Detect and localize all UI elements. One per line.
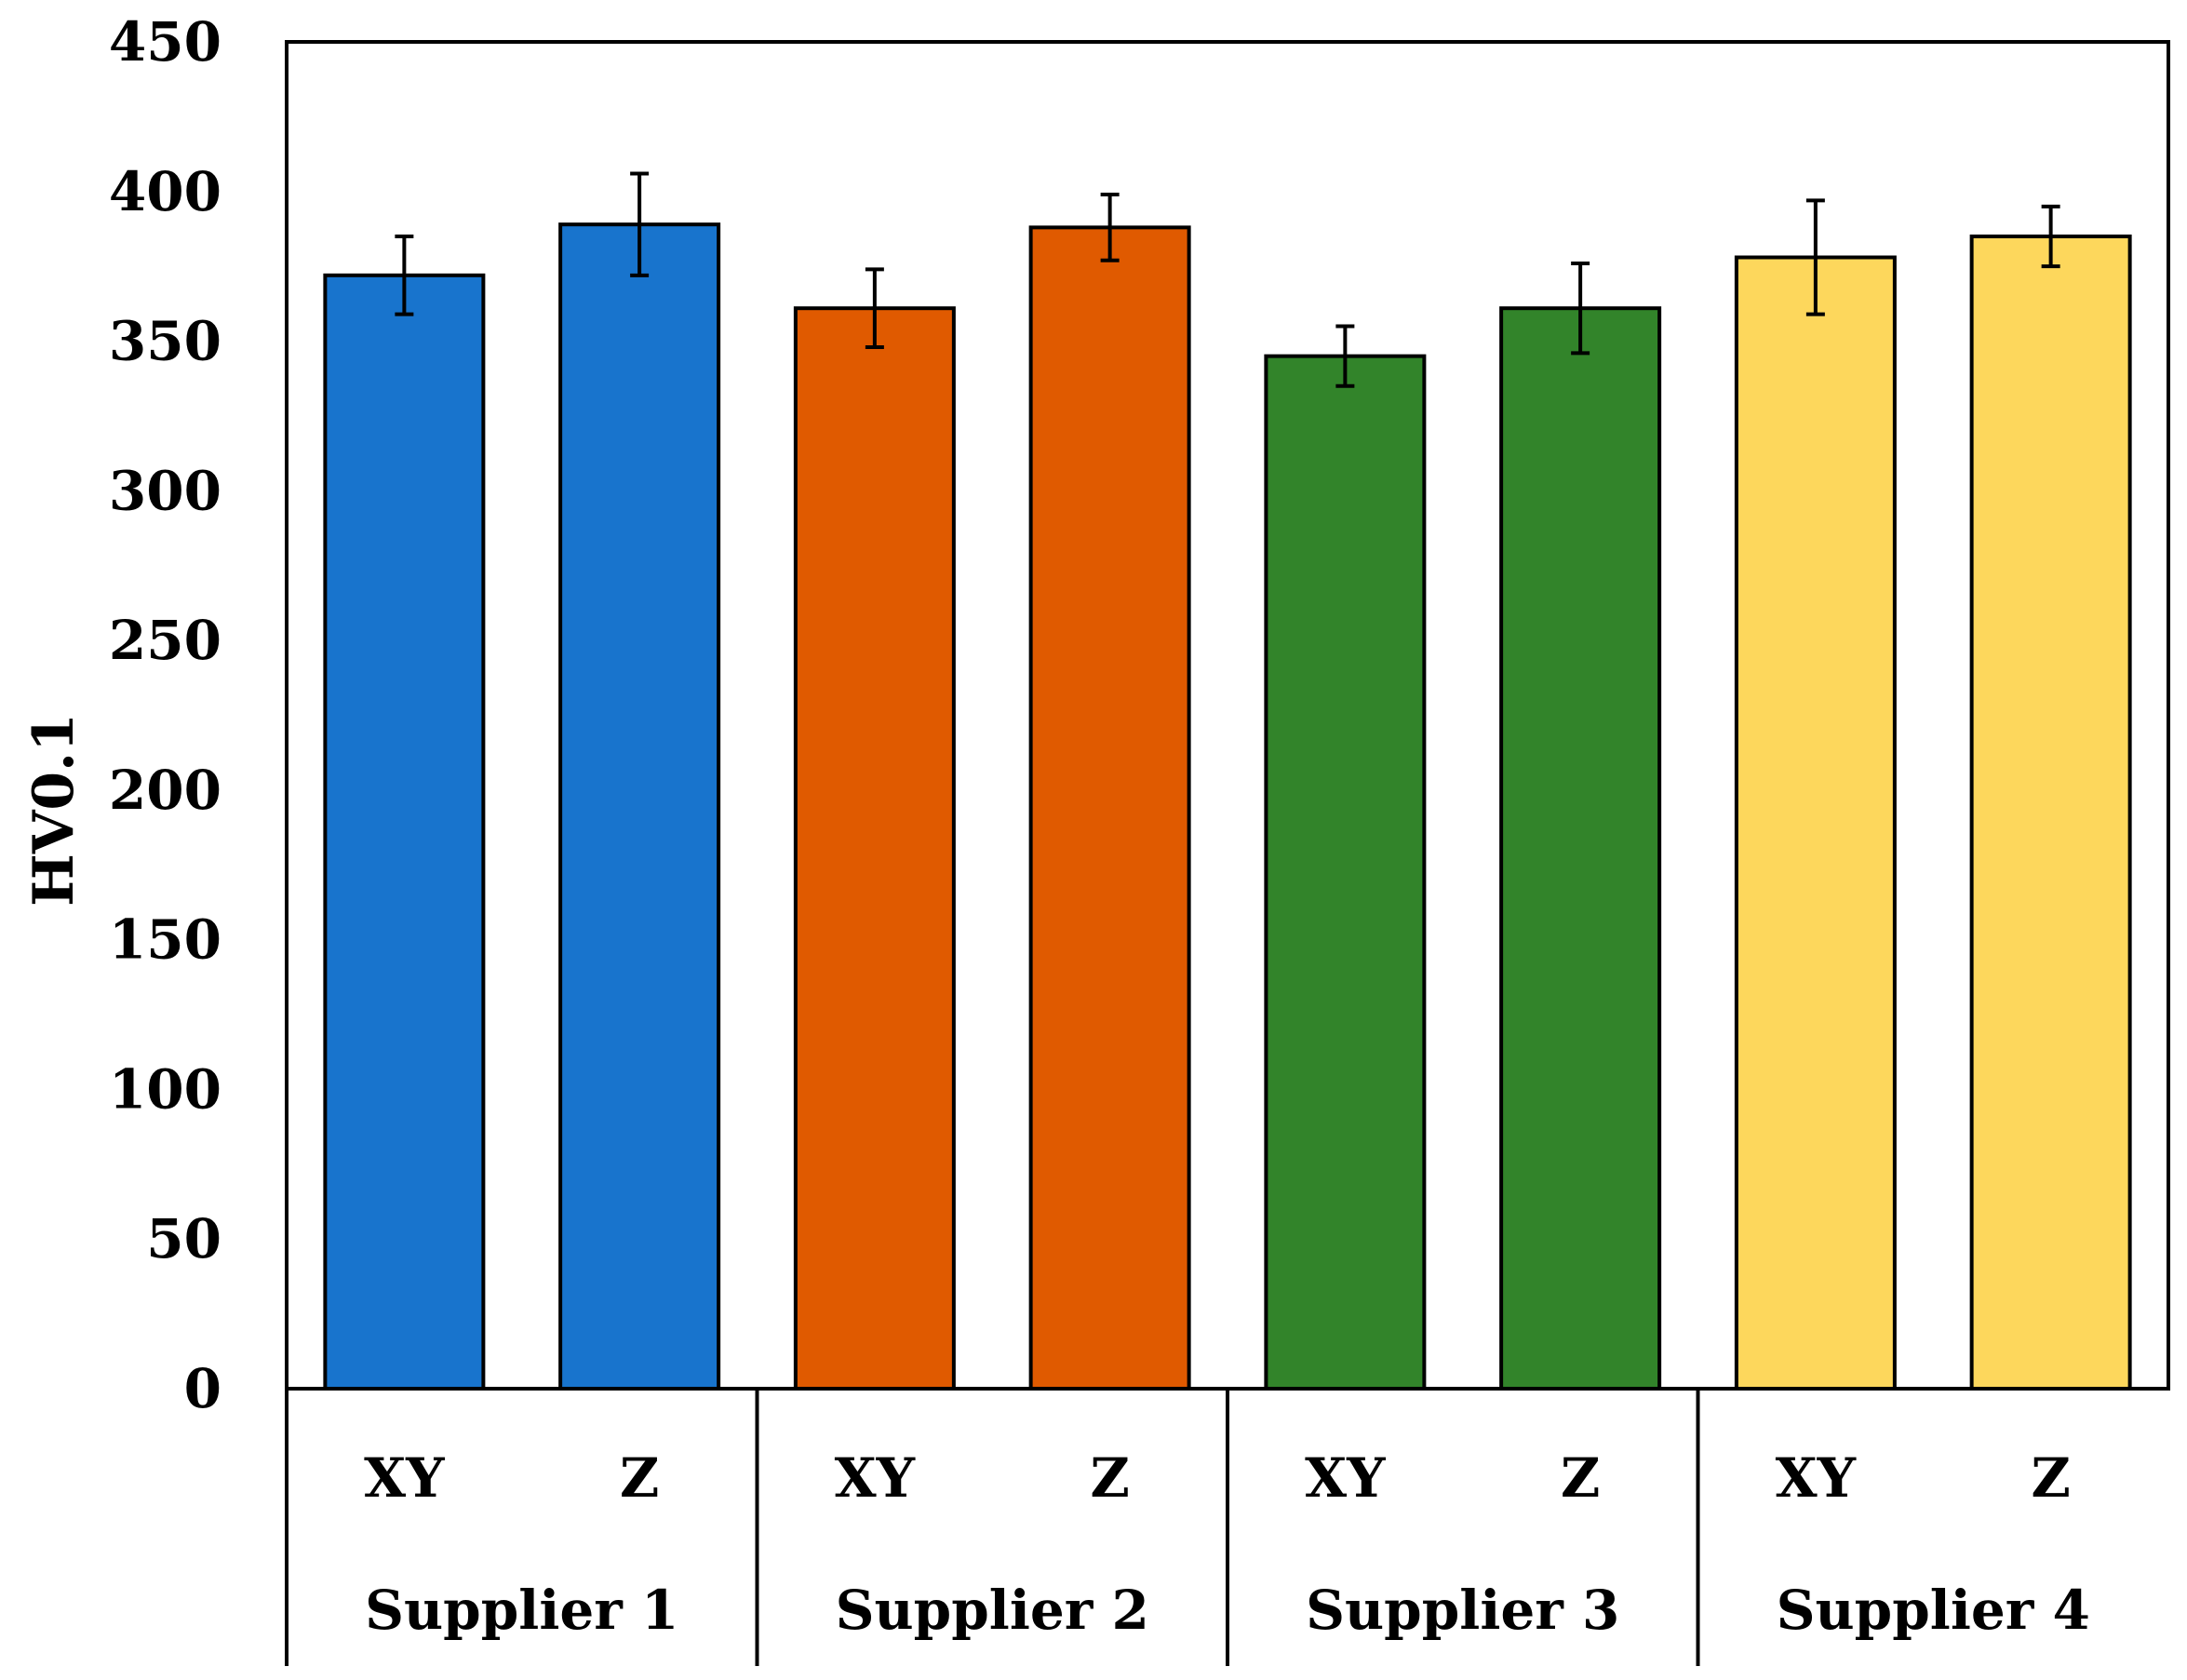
y-tick-label: 50 (146, 1207, 221, 1270)
group-label: Supplier 4 (1777, 1579, 2090, 1642)
category-label: XY (364, 1446, 445, 1510)
category-label: XY (835, 1446, 916, 1510)
y-axis-ticks: 0 50 100 150 200 250 300 350 400 450 (109, 10, 221, 1420)
y-tick-label: 0 (184, 1357, 221, 1420)
bar (1499, 306, 1662, 1391)
category-label: Z (620, 1446, 659, 1510)
x-axis: XY Z Supplier 1 XY Z Supplier 2 XY Z Supplier 3 X… (285, 1389, 2090, 1666)
category-label: XY (1305, 1446, 1386, 1510)
y-tick-label: 100 (109, 1057, 221, 1121)
y-tick-label: 400 (109, 160, 221, 223)
y-tick-label: 150 (109, 908, 221, 972)
bar (1028, 225, 1191, 1391)
y-tick-label: 250 (109, 609, 221, 672)
error-bars (395, 171, 2060, 388)
category-label: XY (1776, 1446, 1857, 1510)
group-label: Supplier 2 (836, 1579, 1149, 1642)
y-axis-title: HV0.1 (21, 713, 87, 907)
bar (1264, 354, 1427, 1391)
group-label: Supplier 1 (365, 1579, 678, 1642)
y-tick-label: 450 (109, 10, 221, 74)
bar (1734, 255, 1897, 1391)
y-tick-label: 350 (109, 310, 221, 373)
bar (323, 273, 486, 1391)
bar (1969, 235, 2132, 1391)
y-tick-label: 300 (109, 459, 221, 522)
category-label: Z (2031, 1446, 2070, 1510)
group-label: Supplier 3 (1306, 1579, 1619, 1642)
bar (793, 306, 956, 1391)
category-label: Z (1561, 1446, 1600, 1510)
category-label: Z (1090, 1446, 1129, 1510)
bar (558, 222, 721, 1391)
bars (323, 222, 2132, 1391)
y-tick-label: 200 (109, 759, 221, 822)
